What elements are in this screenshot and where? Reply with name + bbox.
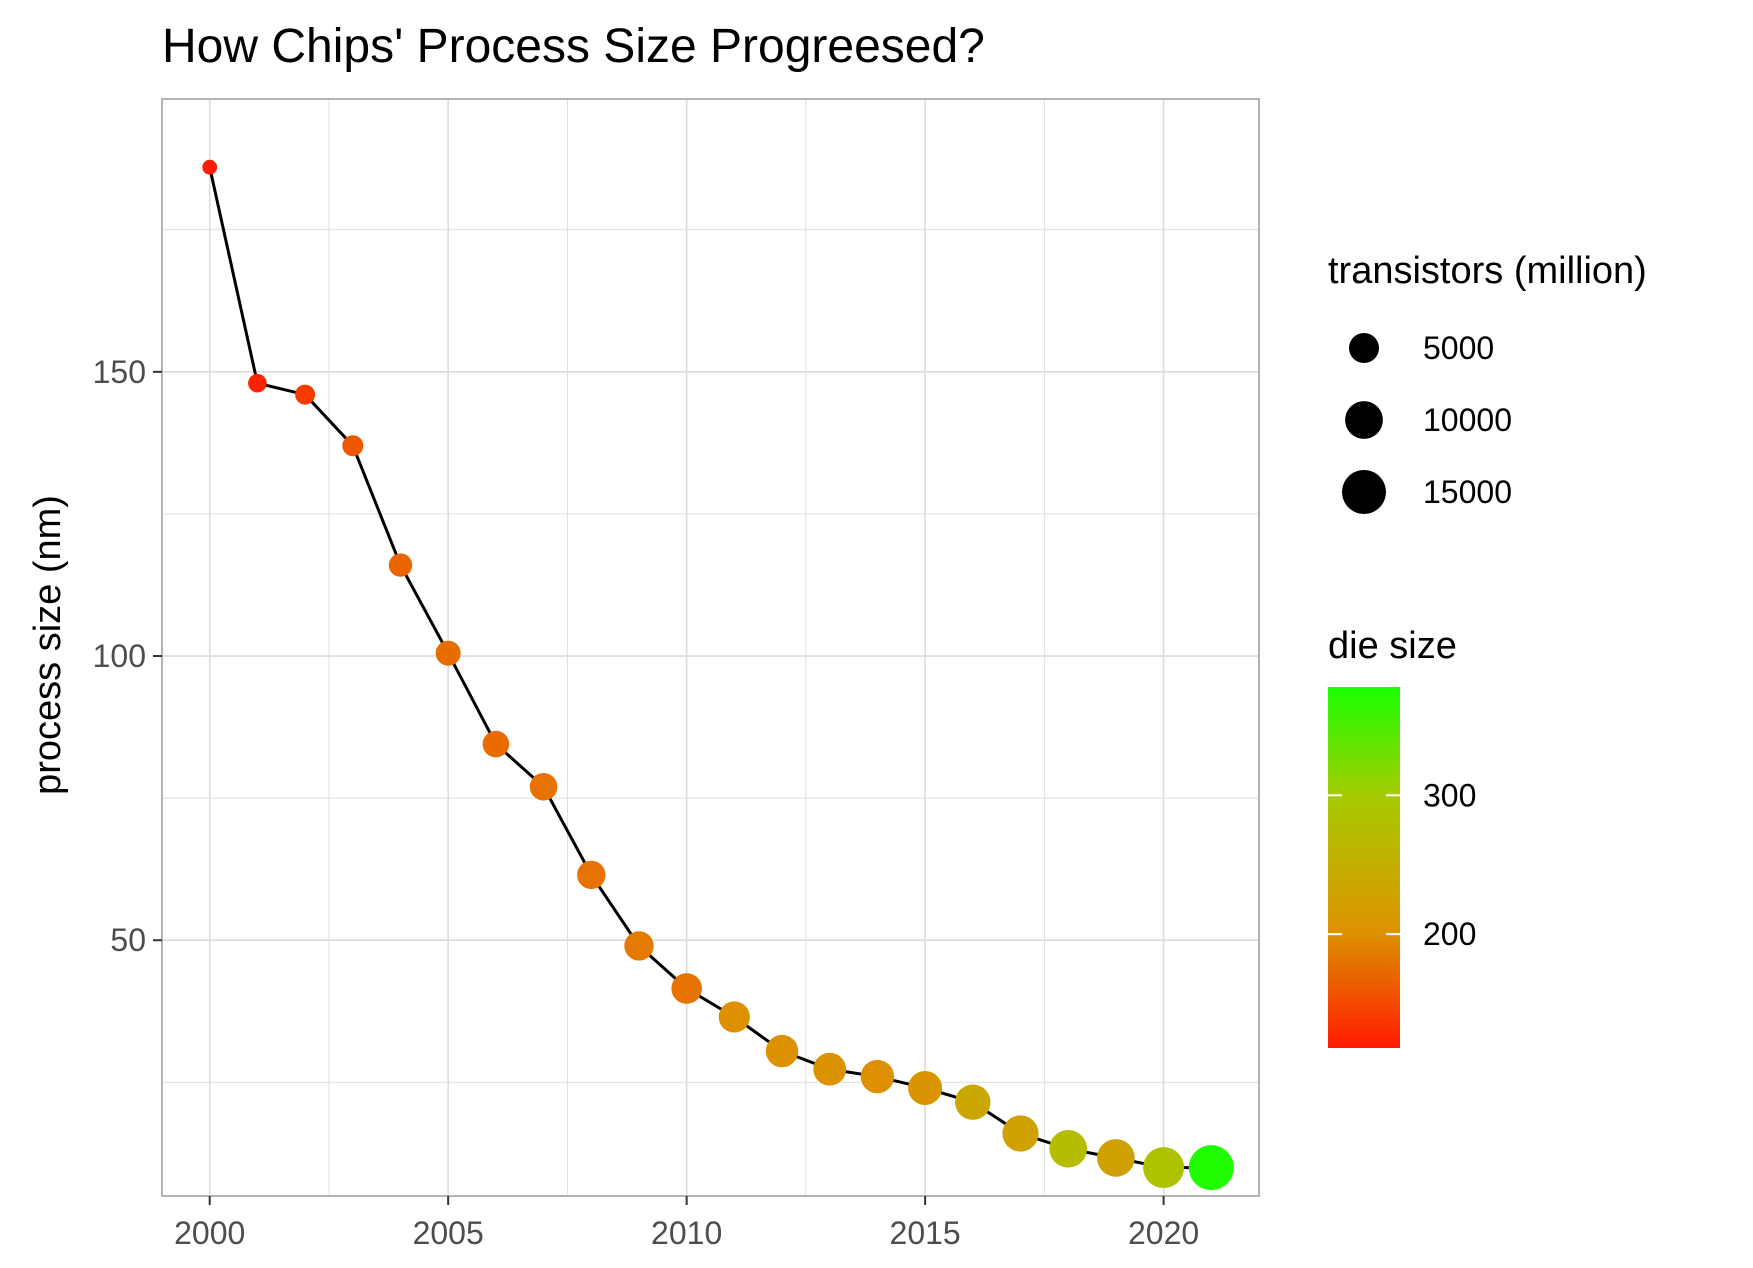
y-axis: 50 100 150	[93, 354, 162, 958]
data-point	[202, 159, 218, 175]
y-tick-label: 100	[93, 638, 146, 674]
size-legend-key	[1349, 333, 1379, 363]
size-legend: transistors (million) 5000 10000 15000	[1328, 250, 1647, 514]
color-legend-title: die size	[1328, 625, 1457, 667]
data-point	[860, 1059, 895, 1094]
panel-border	[161, 98, 1260, 1197]
data-point	[248, 373, 267, 393]
x-tick-label: 2000	[174, 1215, 245, 1251]
data-point	[1049, 1130, 1087, 1168]
x-tick-label: 2010	[651, 1215, 722, 1251]
color-legend: die size 200 300	[1328, 625, 1476, 1048]
data-point	[1097, 1139, 1135, 1177]
die-size-colorbar	[1328, 687, 1400, 1048]
y-tick-label: 150	[93, 354, 146, 390]
data-point	[577, 860, 606, 890]
data-points	[202, 159, 1234, 1191]
y-axis-label: process size (nm)	[27, 495, 69, 795]
chart-title: How Chips' Process Size Progreesed?	[162, 20, 985, 73]
data-point	[624, 931, 654, 961]
data-point	[342, 435, 364, 457]
data-point	[482, 730, 510, 758]
y-tick-label: 50	[110, 922, 146, 958]
data-point	[955, 1084, 991, 1120]
x-tick-label: 2005	[413, 1215, 484, 1251]
size-legend-label: 10000	[1423, 402, 1512, 438]
data-point	[388, 553, 413, 577]
size-legend-label: 5000	[1423, 330, 1494, 366]
data-point	[1188, 1145, 1234, 1191]
data-point	[435, 640, 461, 666]
process-size-line	[208, 166, 1212, 1170]
size-legend-label: 15000	[1423, 474, 1512, 510]
data-point	[295, 384, 316, 405]
data-point	[813, 1052, 847, 1086]
data-point	[671, 973, 702, 1004]
data-point	[908, 1071, 943, 1105]
colorbar-label: 300	[1423, 777, 1476, 813]
data-point	[1143, 1147, 1185, 1189]
data-point	[1002, 1115, 1039, 1152]
grid-lines	[162, 99, 1259, 1196]
size-legend-key	[1345, 401, 1383, 439]
size-legend-key	[1342, 470, 1386, 514]
data-point	[529, 773, 558, 801]
colorbar-label: 200	[1423, 916, 1476, 952]
data-point	[765, 1034, 799, 1068]
x-tick-label: 2015	[890, 1215, 961, 1251]
data-point	[718, 1001, 750, 1033]
size-legend-title: transistors (million)	[1328, 250, 1647, 292]
x-axis: 2000 2005 2010 2015 2020	[174, 1196, 1199, 1251]
x-tick-label: 2020	[1128, 1215, 1199, 1251]
